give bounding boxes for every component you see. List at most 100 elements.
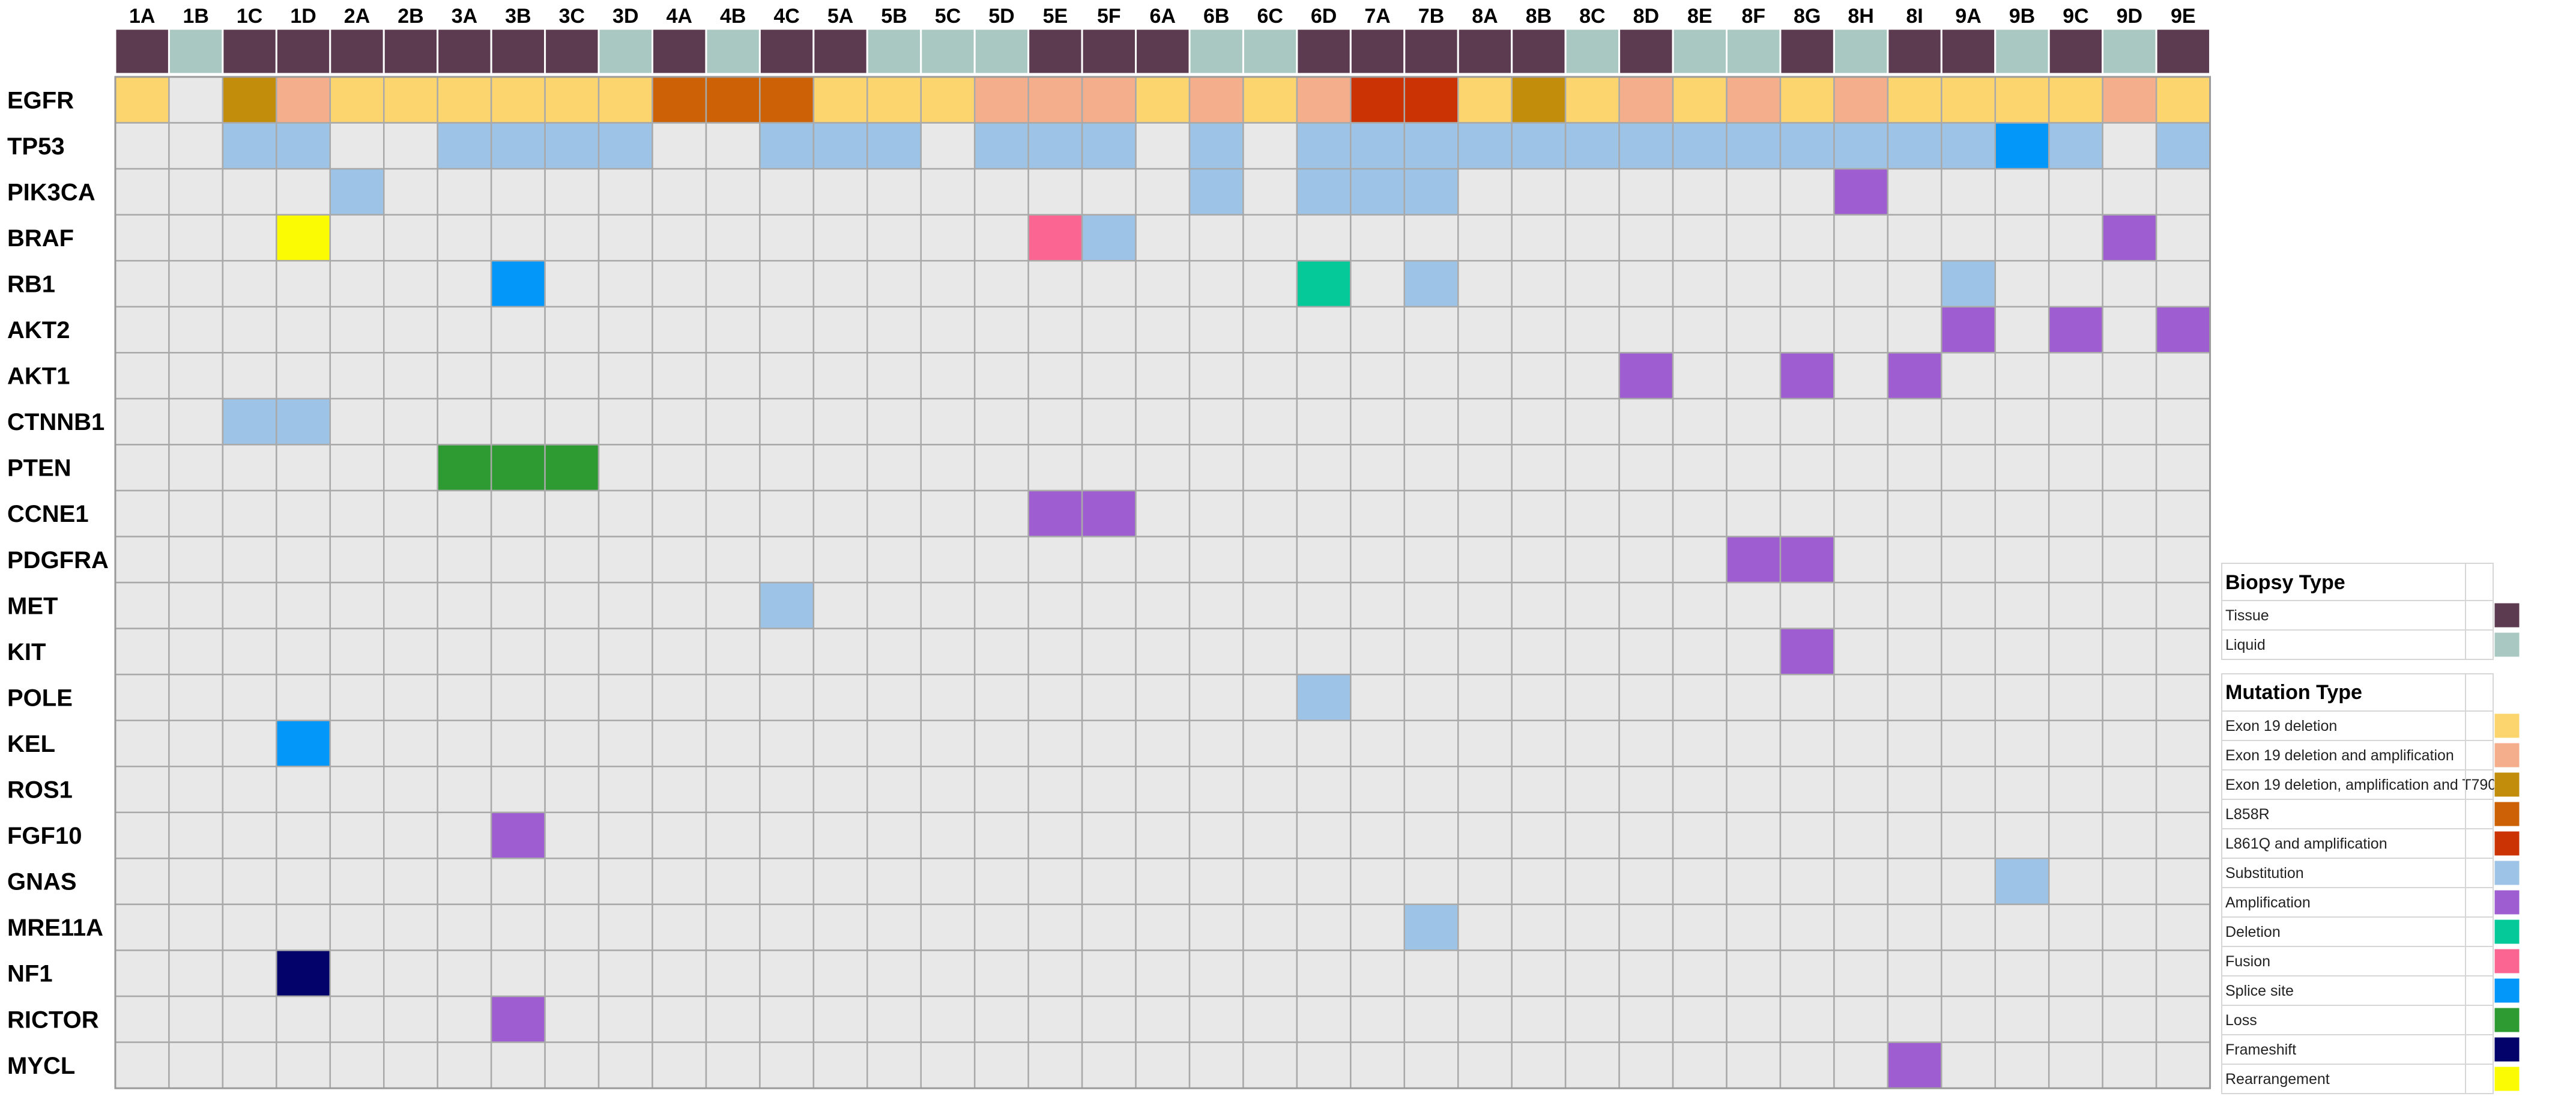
cell-pole-2b (383, 673, 438, 721)
cell-ccne1-3a (437, 489, 492, 537)
legend-mutation-row-frameshift (2221, 1034, 2494, 1065)
cell-met-5b (866, 581, 922, 629)
cell-braf-3c (544, 214, 600, 262)
cell-egfr-6b (1188, 76, 1244, 124)
cell-mycl-3c (544, 1041, 600, 1089)
cell-pdgfra-6c (1242, 536, 1298, 584)
cell-rb1-3a (437, 259, 492, 308)
cell-nf1-8d (1618, 949, 1674, 998)
cell-pole-4b (705, 673, 761, 721)
cell-gnas-5c (920, 858, 976, 906)
legend-mutation-label-exon-19-deletion-amplification-and-t790m: Exon 19 deletion, amplification and T790… (2225, 777, 2509, 793)
cell-braf-8e (1672, 214, 1728, 262)
cell-pik3ca-5f (1081, 168, 1137, 216)
cell-tp53-1a (114, 122, 170, 170)
column-label-5b: 5B (881, 5, 907, 28)
legend-biopsy-title: Biopsy Type (2225, 571, 2345, 594)
cell-gnas-8b (1511, 858, 1567, 906)
cell-nf1-2a (329, 949, 385, 998)
cell-tp53-8h (1833, 122, 1889, 170)
cell-ros1-8f (1726, 766, 1782, 814)
cell-ctnnb1-5d (973, 398, 1029, 446)
cell-ctnnb1-1a (114, 398, 170, 446)
cell-pole-6c (1242, 673, 1298, 721)
cell-egfr-8d (1618, 76, 1674, 124)
cell-braf-9e (2155, 214, 2211, 262)
cell-mycl-5e (1027, 1041, 1083, 1089)
column-labels: 1A 1B 1C 1D 2A 2B 3A 3B 3C 3D 4A 4B 4C 5A 5B 5C 5D 5E 5F 6A… (129, 5, 2196, 28)
biopsy-cell-5a (812, 28, 868, 75)
cell-ros1-8d (1618, 766, 1674, 814)
cell-braf-9b (1994, 214, 2050, 262)
cell-mycl-1d (276, 1041, 331, 1089)
column-label-3a: 3A (452, 5, 477, 28)
cell-tp53-9d (2102, 122, 2157, 170)
cell-mre11a-2b (383, 903, 438, 951)
cell-pik3ca-6d (1296, 168, 1352, 216)
cell-rb1-3c (544, 259, 600, 308)
cell-kel-8d (1618, 719, 1674, 767)
cell-fgf10-3d (597, 811, 653, 859)
legend-mutation-label-l861q-and-amplification: L861Q and amplification (2225, 835, 2387, 852)
cell-pdgfra-5f (1081, 536, 1137, 584)
cell-akt1-3a (437, 352, 492, 400)
legend-mutation-label-rearrangement: Rearrangement (2225, 1071, 2330, 1088)
cell-rb1-9b (1994, 259, 2050, 308)
cell-pdgfra-4c (759, 536, 815, 584)
cell-ctnnb1-8d (1618, 398, 1674, 446)
cell-met-7a (1350, 581, 1406, 629)
cell-tp53-2b (383, 122, 438, 170)
legend-mutation-title: Mutation Type (2225, 681, 2362, 704)
cell-nf1-1d (276, 949, 331, 998)
biopsy-cell-8g (1779, 28, 1835, 75)
cell-rb1-3d (597, 259, 653, 308)
gene-label-braf: BRAF (7, 225, 74, 252)
cell-ccne1-4c (759, 489, 815, 537)
cell-braf-5b (866, 214, 922, 262)
cell-mycl-7b (1403, 1041, 1459, 1089)
cell-ros1-6a (1135, 766, 1191, 814)
cell-akt1-3d (597, 352, 653, 400)
cell-fgf10-8b (1511, 811, 1567, 859)
cell-ros1-6d (1296, 766, 1352, 814)
cell-braf-3d (597, 214, 653, 262)
cell-pten-8c (1564, 444, 1620, 492)
cell-nf1-9d (2102, 949, 2157, 998)
cell-met-8g (1779, 581, 1835, 629)
cell-pole-9d (2102, 673, 2157, 721)
cell-rictor-1a (114, 995, 170, 1043)
cell-mre11a-7b (1403, 903, 1459, 951)
biopsy-cell-3d (597, 28, 653, 75)
cell-mycl-8f (1726, 1041, 1782, 1089)
cell-mre11a-3a (437, 903, 492, 951)
cell-pik3ca-5e (1027, 168, 1083, 216)
cell-egfr-3d (597, 76, 653, 124)
cell-rictor-1c (222, 995, 277, 1043)
legend-biopsy-type: Biopsy Type Tissue Liquid (2221, 563, 2520, 660)
cell-akt2-5b (866, 306, 922, 354)
cell-akt2-3b (490, 306, 546, 354)
biopsy-cell-3b (490, 28, 546, 75)
cell-pole-1a (114, 673, 170, 721)
cell-pole-8e (1672, 673, 1728, 721)
cell-kit-4a (652, 628, 707, 676)
cell-kit-3c (544, 628, 600, 676)
cell-gnas-4c (759, 858, 815, 906)
column-label-2b: 2B (398, 5, 423, 28)
legend-mutation-row-exon-19-deletion-amplification-and-t790m (2221, 769, 2494, 800)
cell-pdgfra-6a (1135, 536, 1191, 584)
cell-fgf10-2b (383, 811, 438, 859)
cell-pik3ca-2a (329, 168, 385, 216)
cell-gnas-1b (168, 858, 224, 906)
cell-rictor-3d (597, 995, 653, 1043)
cell-pole-5f (1081, 673, 1137, 721)
biopsy-cell-6c (1242, 28, 1298, 75)
cell-ros1-1b (168, 766, 224, 814)
cell-akt2-8e (1672, 306, 1728, 354)
cell-met-5d (973, 581, 1029, 629)
cell-rictor-8c (1564, 995, 1620, 1043)
cell-met-4c (759, 581, 815, 629)
cell-nf1-5e (1027, 949, 1083, 998)
cell-rb1-4a (652, 259, 707, 308)
cell-ccne1-8i (1887, 489, 1943, 537)
